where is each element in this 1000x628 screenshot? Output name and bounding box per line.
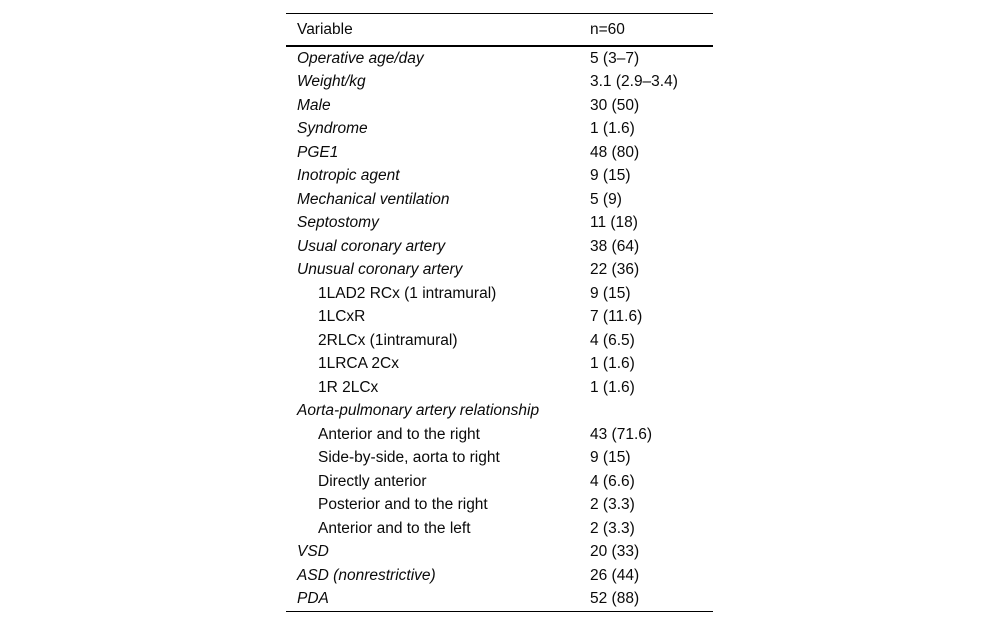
row-label: Usual coronary artery: [297, 237, 446, 255]
table-row: PDA 52 (88): [286, 588, 713, 612]
table-row: Weight/kg 3.1 (2.9–3.4): [286, 71, 713, 95]
row-label: Septostomy: [297, 214, 379, 232]
table-row: Anterior and to the right 43 (71.6): [286, 423, 713, 447]
row-value: 11 (18): [590, 214, 638, 232]
table-row: Operative age/day 5 (3–7): [286, 47, 713, 71]
row-value: 4 (6.5): [590, 331, 635, 349]
table-row: 1LAD2 RCx (1 intramural) 9 (15): [286, 282, 713, 306]
row-label: 1LAD2 RCx (1 intramural): [318, 284, 497, 302]
table-header-row: Variable n=60: [286, 14, 713, 45]
table-row: Unusual coronary artery 22 (36): [286, 259, 713, 283]
table-row: 2RLCx (1intramural) 4 (6.5): [286, 329, 713, 353]
row-value: 1 (1.6): [590, 120, 635, 138]
row-label: Inotropic agent: [297, 167, 400, 185]
row-label: Unusual coronary artery: [297, 261, 463, 279]
row-label: Anterior and to the left: [318, 519, 471, 537]
table-row: Anterior and to the left 2 (3.3): [286, 517, 713, 541]
row-label: 1R 2LCx: [318, 378, 379, 396]
table-body: Operative age/day 5 (3–7) Weight/kg 3.1 …: [286, 47, 713, 611]
table-row: Septostomy 11 (18): [286, 212, 713, 236]
row-label: PGE1: [297, 143, 339, 161]
table-row: Male 30 (50): [286, 94, 713, 118]
table-row: Aorta-pulmonary artery relationship: [286, 400, 713, 424]
row-value: 1 (1.6): [590, 378, 635, 396]
row-value: 22 (36): [590, 261, 640, 279]
row-label: VSD: [297, 543, 329, 561]
row-label: 1LRCA 2Cx: [318, 355, 399, 373]
table-row: 1R 2LCx 1 (1.6): [286, 376, 713, 400]
row-value: 38 (64): [590, 237, 640, 255]
row-value: 5 (3–7): [590, 49, 640, 67]
row-label: ASD (nonrestrictive): [297, 566, 436, 584]
column-header-n: n=60: [590, 20, 625, 38]
row-label: Weight/kg: [297, 73, 366, 91]
table-row: Posterior and to the right 2 (3.3): [286, 494, 713, 518]
table-bottom-rule: [286, 611, 713, 612]
row-label: Posterior and to the right: [318, 496, 488, 514]
row-value: 9 (15): [590, 284, 631, 302]
table-row: 1LRCA 2Cx 1 (1.6): [286, 353, 713, 377]
row-value: 30 (50): [590, 96, 640, 114]
table-row: VSD 20 (33): [286, 541, 713, 565]
row-label: Anterior and to the right: [318, 425, 480, 443]
row-label: Syndrome: [297, 120, 368, 138]
row-value: 3.1 (2.9–3.4): [590, 73, 678, 91]
row-value: 20 (33): [590, 543, 640, 561]
row-value: 48 (80): [590, 143, 640, 161]
table-row: 1LCxR 7 (11.6): [286, 306, 713, 330]
table-row: Inotropic agent 9 (15): [286, 165, 713, 189]
row-value: 4 (6.6): [590, 472, 635, 490]
row-label: 1LCxR: [318, 308, 366, 326]
row-label: Male: [297, 96, 331, 114]
table-row: Mechanical ventilation 5 (9): [286, 188, 713, 212]
row-value: 2 (3.3): [590, 496, 635, 514]
row-value: 52 (88): [590, 590, 640, 608]
row-value: 5 (9): [590, 190, 622, 208]
table-row: Syndrome 1 (1.6): [286, 118, 713, 142]
column-header-variable: Variable: [297, 20, 353, 38]
row-label: Mechanical ventilation: [297, 190, 450, 208]
row-label: PDA: [297, 590, 329, 608]
table-row: PGE1 48 (80): [286, 141, 713, 165]
row-value: 26 (44): [590, 566, 640, 584]
patient-characteristics-table: Variable n=60 Operative age/day 5 (3–7) …: [286, 0, 713, 612]
table-header-rule: [286, 45, 713, 47]
row-value: 9 (15): [590, 167, 631, 185]
table-top-rule: [286, 13, 713, 14]
row-value: 9 (15): [590, 449, 631, 467]
row-label: 2RLCx (1intramural): [318, 331, 458, 349]
row-label: Directly anterior: [318, 472, 427, 490]
row-value: 1 (1.6): [590, 355, 635, 373]
row-value: 7 (11.6): [590, 308, 643, 326]
table-row: Directly anterior 4 (6.6): [286, 470, 713, 494]
row-value: 43 (71.6): [590, 425, 653, 443]
row-label: Side-by-side, aorta to right: [318, 449, 500, 467]
row-label: Operative age/day: [297, 49, 424, 67]
row-value: 2 (3.3): [590, 519, 635, 537]
table-row: Side-by-side, aorta to right 9 (15): [286, 447, 713, 471]
table-row: ASD (nonrestrictive) 26 (44): [286, 564, 713, 588]
table-row: Usual coronary artery 38 (64): [286, 235, 713, 259]
row-label: Aorta-pulmonary artery relationship: [297, 402, 540, 420]
